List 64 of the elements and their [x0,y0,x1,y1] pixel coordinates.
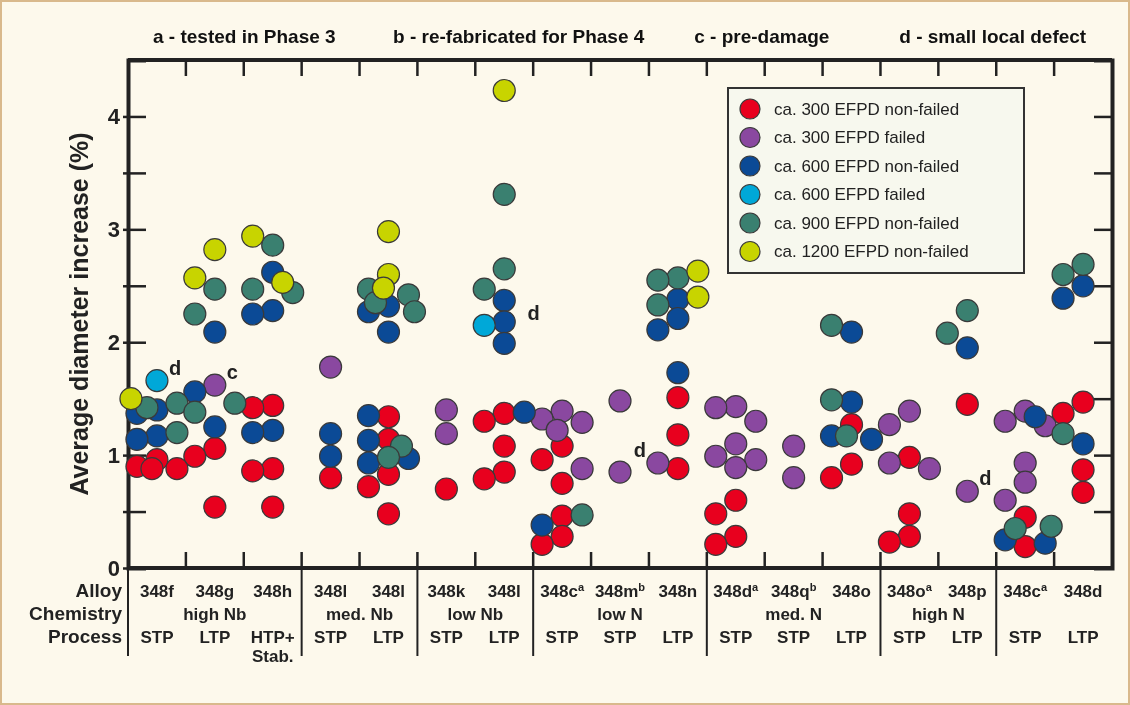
x-tick-label: 348c$^{a}$ [1003,581,1049,601]
x-tick-label: 348o [832,582,871,601]
x-tick-label: 348o$^{a}$ [886,581,933,601]
annotation: d [633,439,646,462]
text: STP [140,628,174,647]
legend-label: ca. 900 EFPD non-failed [774,213,960,233]
legend-label: ca. 600 EFPD non-failed [774,156,960,176]
text: STP [545,628,579,647]
y-tick-label: 0 [107,555,120,581]
text: HTP+ Stab. [250,628,295,666]
annotation: d [168,356,182,379]
y-tick-label: 4 [107,103,121,129]
text: med. Nb [326,605,394,624]
x-tick-label: 348l [314,582,348,601]
text: med. N [765,605,822,624]
text: STP [719,628,753,647]
text: high N [911,605,965,624]
annotation: d [979,467,992,490]
text: Process [48,626,122,647]
annotation: c [226,361,238,384]
text: LTP [373,628,404,647]
x-tick-label: 348h [253,582,293,601]
y-axis-title: Average diameter increase (%) [65,132,93,496]
text: a - tested in Phase 3 [153,26,336,47]
text: Alloy [75,580,123,601]
x-tick-label: 348l [371,582,406,601]
text: STP [777,628,811,647]
text: STP [429,628,463,647]
text: c - pre-damage [694,26,830,47]
x-tick-label: 348q$^{b}$ [770,581,817,601]
text: LTP [488,628,520,647]
text: STP [314,628,348,647]
x-tick-label: 348d$^{a}$ [713,581,760,601]
text: LTP [1067,628,1099,647]
legend-label: ca. 300 EFPD non-failed [774,99,960,119]
x-tick-label: 348d [1063,582,1103,601]
x-tick-label: 348k [427,582,466,601]
text: low Nb [447,605,504,624]
x-tick-label: 348l [487,582,521,601]
text: LTP [199,628,231,647]
text: LTP [951,628,983,647]
text: LTP [662,628,694,647]
legend-label: ca. 600 EFPD failed [774,185,926,205]
x-tick-label: 348m$^{b}$ [594,581,646,601]
y-tick-label: 3 [107,216,120,242]
text: LTP [836,628,867,647]
legend-label: ca. 300 EFPD failed [774,128,926,148]
y-tick-label: 2 [107,329,120,355]
text: b - re-fabricated for Phase 4 [393,26,645,47]
text: d - small local defect [899,26,1087,47]
text: low N [597,605,643,624]
x-tick-label: 348p [947,582,987,601]
text: STP [1008,628,1042,647]
annotation: d [527,301,540,324]
y-tick-label: 1 [107,442,120,468]
x-tick-label: 348n [658,582,698,601]
legend-label: ca. 1200 EFPD non-failed [774,242,969,262]
x-tick-label: 348g [195,582,235,601]
x-tick-label: 348c$^{a}$ [540,581,585,601]
text: STP [892,628,926,647]
text: high Nb [183,605,247,624]
text: Chemistry [29,603,123,624]
x-tick-label: 348f [139,582,175,601]
text: STP [603,628,637,647]
